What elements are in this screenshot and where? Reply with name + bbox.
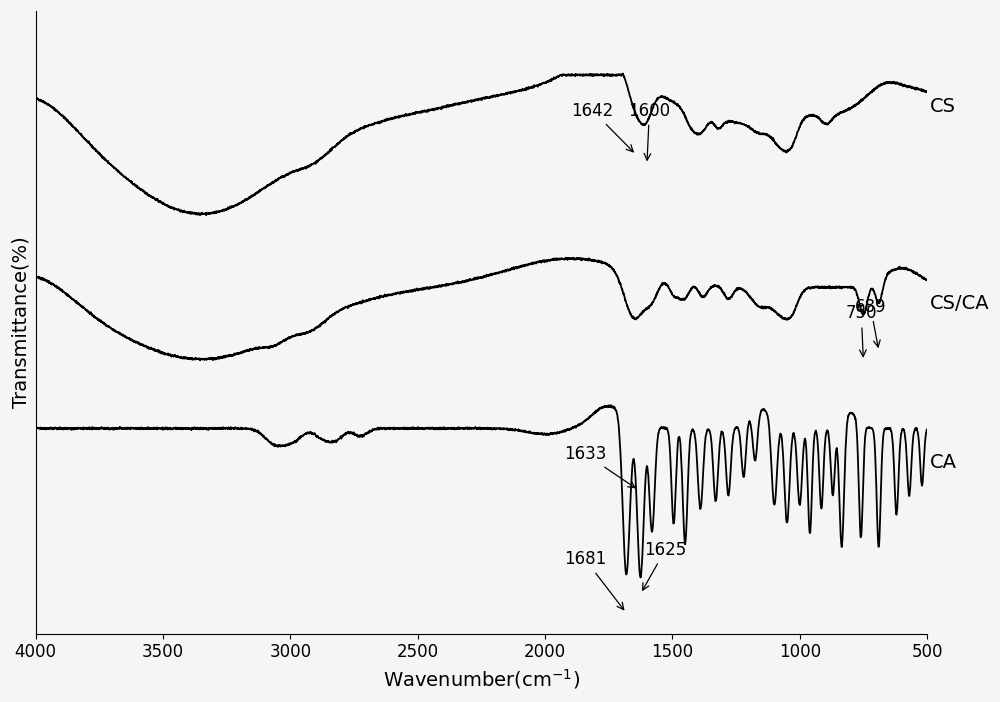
X-axis label: Wavenumber(cm$^{-1}$): Wavenumber(cm$^{-1}$) [383, 667, 580, 691]
Text: 1625: 1625 [643, 541, 687, 590]
Text: 1681: 1681 [564, 550, 624, 609]
Text: 689: 689 [855, 298, 886, 347]
Y-axis label: Transmittance(%): Transmittance(%) [11, 237, 30, 409]
Text: CA: CA [930, 453, 957, 472]
Text: CS/CA: CS/CA [930, 293, 989, 313]
Text: 750: 750 [846, 305, 877, 357]
Text: CS: CS [930, 98, 956, 117]
Text: 1633: 1633 [564, 445, 635, 488]
Text: 1600: 1600 [628, 102, 671, 160]
Text: 1642: 1642 [572, 102, 633, 152]
